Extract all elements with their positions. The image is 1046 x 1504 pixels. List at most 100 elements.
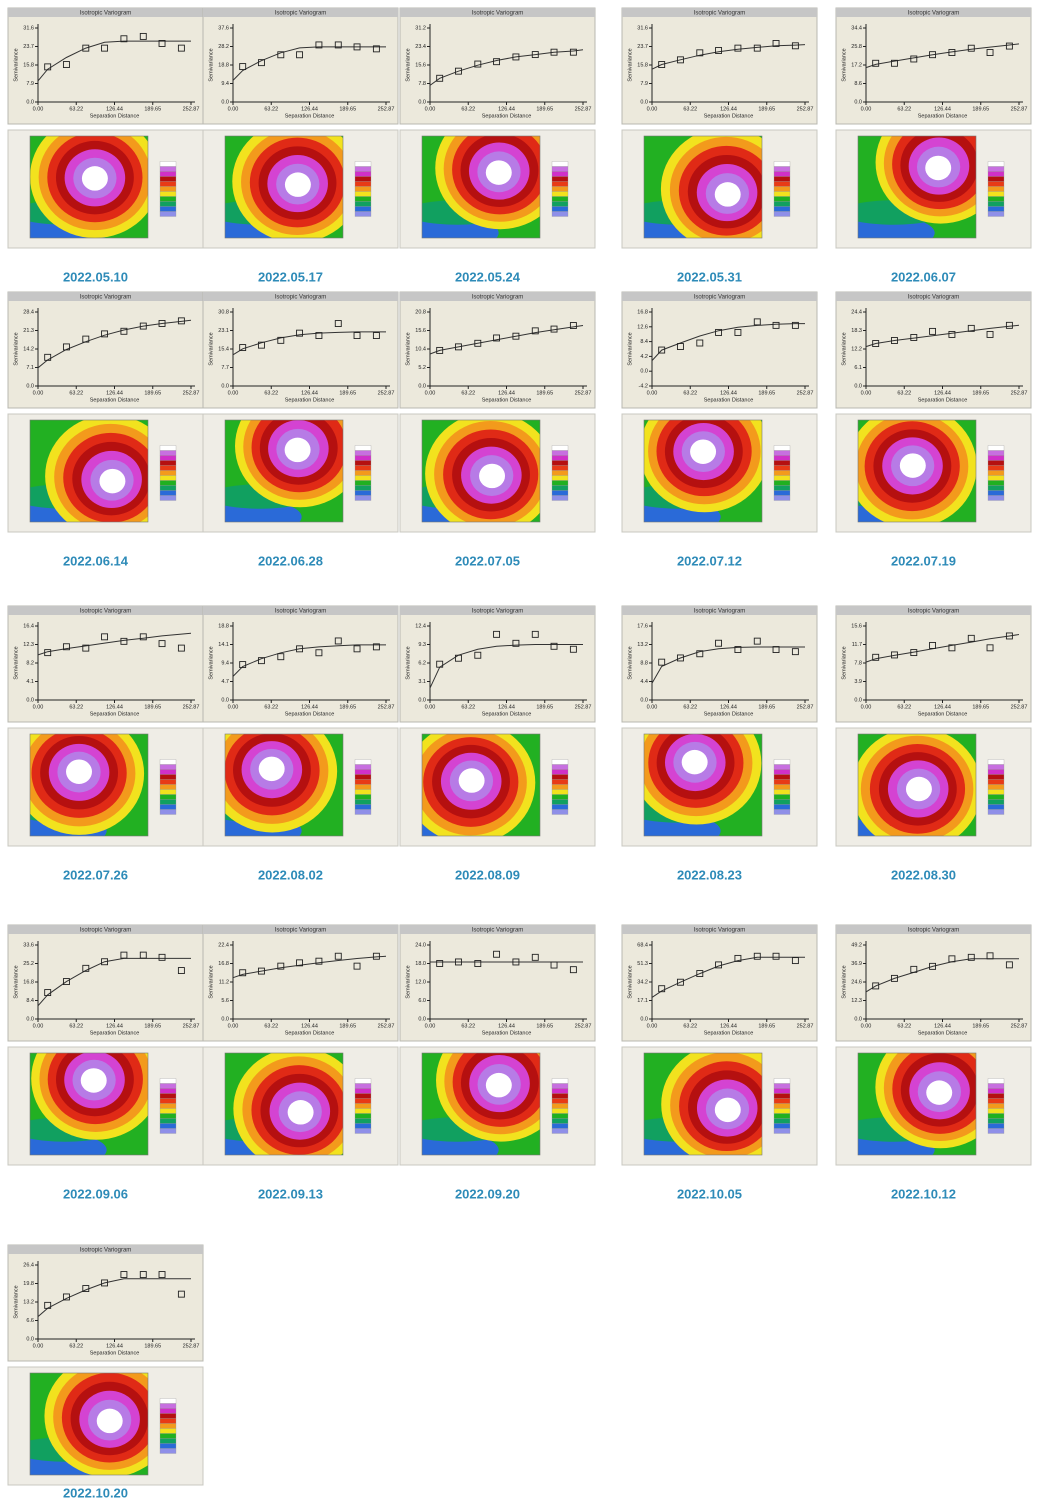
y-axis-label: Semivariance bbox=[841, 48, 847, 81]
x-axis-label: Separation Distance bbox=[704, 711, 754, 717]
x-tick-label: 63.22 bbox=[897, 390, 911, 396]
colorbar-step bbox=[160, 207, 176, 212]
x-axis-label: Separation Distance bbox=[482, 113, 532, 119]
colorbar-step bbox=[552, 456, 568, 461]
y-tick-label: 21.3 bbox=[23, 328, 34, 334]
colorbar-step bbox=[355, 481, 371, 486]
x-tick-label: 63.22 bbox=[69, 1343, 83, 1349]
colorbar-step bbox=[552, 775, 568, 780]
x-tick-label: 252.87 bbox=[1011, 1023, 1028, 1029]
colorbar-step bbox=[355, 760, 371, 765]
x-tick-label: 126.44 bbox=[720, 106, 737, 112]
y-tick-label: 25.2 bbox=[23, 961, 34, 967]
x-tick-label: 126.44 bbox=[106, 390, 123, 396]
x-tick-label: 0.00 bbox=[425, 1023, 436, 1029]
colorbar-step bbox=[988, 481, 1004, 486]
x-tick-label: 189.65 bbox=[339, 1023, 356, 1029]
colorbar-step bbox=[355, 187, 371, 192]
x-axis-label: Separation Distance bbox=[285, 113, 335, 119]
y-tick-label: 30.8 bbox=[218, 309, 229, 315]
date-caption: 2022.10.20 bbox=[63, 1485, 128, 1500]
date-caption: 2022.10.05 bbox=[677, 1186, 742, 1201]
x-tick-label: 63.22 bbox=[264, 390, 278, 396]
x-tick-label: 189.65 bbox=[758, 390, 775, 396]
x-tick-label: 126.44 bbox=[720, 390, 737, 396]
colorbar-step bbox=[160, 805, 176, 810]
x-tick-label: 189.65 bbox=[339, 390, 356, 396]
map-contour bbox=[926, 1080, 952, 1104]
y-tick-label: 37.6 bbox=[218, 25, 229, 31]
colorbar-step bbox=[988, 1089, 1004, 1094]
colorbar-step bbox=[988, 795, 1004, 800]
colorbar-step bbox=[988, 800, 1004, 805]
x-tick-label: 189.65 bbox=[758, 106, 775, 112]
colorbar-step bbox=[160, 1414, 176, 1419]
y-tick-label: 12.0 bbox=[415, 979, 426, 985]
variogram-title: Isotropic Variogram bbox=[275, 295, 327, 301]
colorbar-step bbox=[774, 177, 790, 182]
map-contour bbox=[459, 768, 485, 792]
panel: Isotropic Variogram0.012.324.636.949.20.… bbox=[817, 925, 1031, 1201]
x-tick-label: 63.22 bbox=[264, 704, 278, 710]
colorbar-step bbox=[552, 1084, 568, 1089]
x-axis-label: Separation Distance bbox=[918, 711, 968, 717]
y-tick-label: 0.0 bbox=[640, 369, 648, 375]
colorbar-step bbox=[552, 466, 568, 471]
date-caption: 2022.05.10 bbox=[63, 269, 128, 284]
x-tick-label: 126.44 bbox=[498, 390, 515, 396]
y-tick-label: 33.6 bbox=[23, 942, 34, 948]
colorbar-step bbox=[160, 1089, 176, 1094]
colorbar-step bbox=[988, 446, 1004, 451]
variogram-title: Isotropic Variogram bbox=[694, 11, 746, 17]
colorbar-step bbox=[160, 1419, 176, 1424]
map-contour bbox=[285, 438, 311, 462]
y-tick-label: 12.6 bbox=[637, 324, 648, 330]
x-tick-label: 126.44 bbox=[498, 106, 515, 112]
colorbar-step bbox=[988, 476, 1004, 481]
x-tick-label: 252.87 bbox=[797, 106, 814, 112]
colorbar-step bbox=[988, 1084, 1004, 1089]
y-tick-label: 31.2 bbox=[415, 25, 426, 31]
map-contour bbox=[906, 777, 932, 801]
colorbar-step bbox=[355, 471, 371, 476]
x-tick-label: 189.65 bbox=[144, 390, 161, 396]
colorbar-step bbox=[774, 1119, 790, 1124]
colorbar-step bbox=[355, 177, 371, 182]
panel: Isotropic Variogram0.07.715.423.130.80.0… bbox=[184, 292, 398, 568]
variogram-title: Isotropic Variogram bbox=[472, 928, 524, 934]
map-contour bbox=[288, 1100, 314, 1124]
date-caption: 2022.07.05 bbox=[455, 553, 520, 568]
y-axis-label: Semivariance bbox=[405, 965, 411, 998]
colorbar-step bbox=[774, 1129, 790, 1134]
x-tick-label: 126.44 bbox=[720, 1023, 737, 1029]
colorbar-step bbox=[774, 192, 790, 197]
x-tick-label: 126.44 bbox=[934, 390, 951, 396]
colorbar-step bbox=[355, 212, 371, 217]
x-tick-label: 63.22 bbox=[69, 390, 83, 396]
colorbar-step bbox=[774, 1104, 790, 1109]
colorbar-step bbox=[160, 486, 176, 491]
y-tick-label: 6.2 bbox=[418, 660, 426, 666]
date-caption: 2022.09.20 bbox=[455, 1186, 520, 1201]
variogram-title: Isotropic Variogram bbox=[694, 609, 746, 615]
colorbar-step bbox=[988, 212, 1004, 217]
y-tick-label: 18.8 bbox=[218, 623, 229, 629]
x-tick-label: 63.22 bbox=[461, 1023, 475, 1029]
colorbar-step bbox=[774, 491, 790, 496]
colorbar-step bbox=[988, 770, 1004, 775]
y-tick-label: 24.0 bbox=[415, 942, 426, 948]
colorbar-step bbox=[355, 456, 371, 461]
colorbar-step bbox=[774, 456, 790, 461]
colorbar-step bbox=[988, 192, 1004, 197]
colorbar-step bbox=[774, 207, 790, 212]
colorbar-step bbox=[552, 491, 568, 496]
x-tick-label: 126.44 bbox=[106, 704, 123, 710]
x-tick-label: 252.87 bbox=[797, 390, 814, 396]
colorbar-step bbox=[552, 1109, 568, 1114]
colorbar-step bbox=[552, 167, 568, 172]
x-tick-label: 189.65 bbox=[339, 704, 356, 710]
y-tick-label: 28.4 bbox=[23, 309, 34, 315]
colorbar-step bbox=[774, 486, 790, 491]
panel: Isotropic Variogram0.04.48.813.217.60.00… bbox=[603, 606, 817, 882]
y-tick-label: 24.4 bbox=[851, 309, 862, 315]
